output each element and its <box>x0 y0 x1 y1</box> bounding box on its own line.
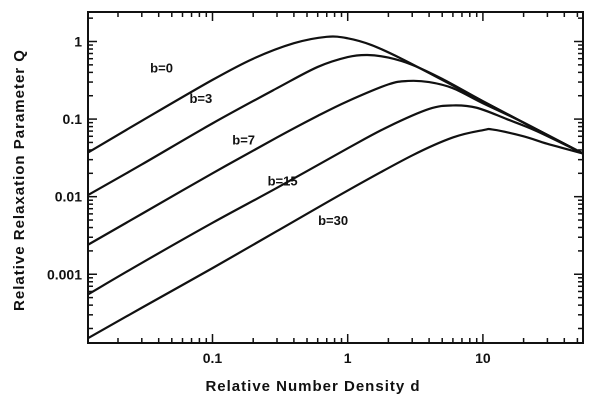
curve-label: b=0 <box>150 60 173 75</box>
curve-label: b=7 <box>232 133 255 148</box>
curve-label: b=15 <box>268 173 298 188</box>
y-tick-label: 0.01 <box>55 189 82 205</box>
y-axis-title: Relative Relaxation Parameter Q <box>11 49 28 311</box>
y-tick-label: 0.001 <box>47 266 82 282</box>
curve-label: b=30 <box>318 213 348 228</box>
x-tick-label: 1 <box>344 350 352 366</box>
plot-area: 0.1 1 10 0.001 0.01 0.1 1 b=0 b=3 b=7 b=15 b=30 <box>47 11 584 366</box>
curve-label: b=3 <box>189 91 212 106</box>
y-tick-label: 1 <box>74 33 82 49</box>
series-line-b-15 <box>87 104 584 296</box>
x-tick-label: 10 <box>475 350 491 366</box>
x-axis-title: Relative Number Density d <box>205 378 420 395</box>
series-line-b-30 <box>87 127 584 340</box>
plot-frame <box>87 11 584 344</box>
x-tick-label: 0.1 <box>203 350 223 366</box>
y-tick-label: 0.1 <box>63 111 83 127</box>
series-line-b-3 <box>87 53 584 196</box>
series-line-b-7 <box>87 79 584 246</box>
series-line-b-0 <box>87 35 584 155</box>
